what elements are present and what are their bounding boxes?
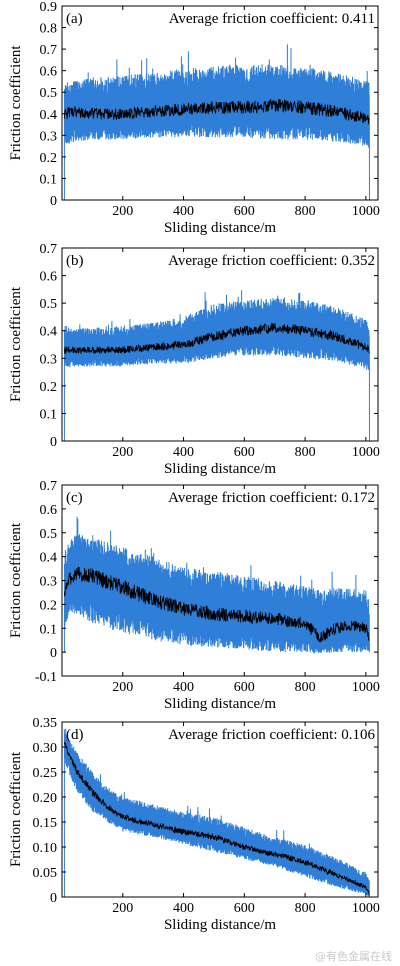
y-tick-label: 0.5: [40, 297, 58, 312]
plot-frame: [61, 247, 379, 442]
x-tick-label: 1000: [352, 680, 380, 695]
x-tick-label: 1000: [352, 204, 380, 219]
series-band: [63, 44, 370, 200]
y-tick-label: 0.30: [33, 741, 58, 756]
y-tick-label: 0.4: [40, 325, 58, 340]
y-tick-label: 0: [50, 891, 57, 906]
panel-label: (d): [66, 727, 84, 743]
y-tick-label: 0.20: [33, 791, 58, 806]
x-tick-label: 400: [173, 680, 194, 695]
y-tick-label: 0.25: [33, 766, 58, 781]
y-tick-label: 0.5: [40, 86, 58, 101]
x-tick-label: 1000: [352, 445, 380, 460]
plot-area: [63, 516, 370, 654]
average-annotation: Average friction coefficient: 0.172: [168, 490, 375, 506]
x-tick-label: 200: [112, 445, 133, 460]
x-tick-label: 600: [234, 680, 255, 695]
x-tick-label: 800: [295, 901, 316, 916]
x-axis-label: Sliding distance/m: [164, 696, 276, 712]
series-mean-line: [64, 566, 370, 643]
x-tick-label: 1000: [352, 901, 380, 916]
plot-frame: [61, 5, 379, 201]
x-axis-label: Sliding distance/m: [164, 461, 276, 477]
average-annotation: Average friction coefficient: 0.411: [169, 11, 375, 27]
y-tick-label: 0.2: [40, 151, 58, 166]
plot-area: [63, 728, 370, 897]
series-mean-line: [64, 98, 370, 125]
x-tick-label: 400: [173, 445, 194, 460]
y-tick-label: 0.6: [40, 503, 58, 518]
x-tick-label: 800: [295, 204, 316, 219]
y-axis-label: Friction coefficient: [8, 522, 24, 638]
x-tick-label: 200: [112, 901, 133, 916]
y-tick-label: 0.1: [40, 622, 58, 637]
series-mean-line: [64, 322, 370, 355]
y-tick-label: 0.05: [33, 866, 58, 881]
panel-label: (b): [66, 253, 84, 269]
y-tick-label: 0.3: [40, 575, 58, 590]
x-tick-label: 600: [234, 204, 255, 219]
y-tick-label: -0.1: [35, 670, 57, 685]
y-tick-label: 0.4: [40, 108, 58, 123]
series-band: [63, 516, 370, 654]
x-tick-label: 600: [234, 901, 255, 916]
watermark-text: @有色金属在线: [315, 950, 392, 963]
y-tick-label: 0.7: [40, 242, 58, 257]
panel-d: 0 0.05 0.10 0.15 0.20 0.25 0.30 0.35 200 400 600 80…: [8, 716, 380, 933]
y-tick-label: 0: [50, 435, 57, 450]
y-tick-label: 0.6: [40, 270, 58, 285]
x-tick-label: 400: [173, 204, 194, 219]
y-tick-label: 0.1: [40, 172, 58, 187]
x-tick-label: 200: [112, 204, 133, 219]
plot-area: [63, 44, 370, 200]
x-tick-label: 800: [295, 680, 316, 695]
panel-b: 0 0.1 0.2 0.3 0.4 0.5 0.6 0.7 200 400 600 800 1000 Sl…: [8, 242, 380, 477]
y-tick-label: 0.4: [40, 551, 58, 566]
y-tick-label: 0.5: [40, 527, 58, 542]
x-axis-label: Sliding distance/m: [164, 220, 276, 236]
panel-a: 0 0.1 0.2 0.3 0.4 0.5 0.6 0.7 0.8 0.9 200 400 600 800…: [8, 0, 380, 236]
series-mean-line: [64, 741, 370, 896]
panel-label: (a): [66, 11, 83, 27]
y-axis-label: Friction coefficient: [8, 286, 24, 402]
y-tick-label: 0.7: [40, 479, 58, 494]
y-tick-label: 0.7: [40, 43, 58, 58]
y-tick-label: 0.35: [33, 716, 58, 731]
y-tick-label: 0.2: [40, 380, 58, 395]
y-tick-label: 0.2: [40, 598, 58, 613]
y-tick-label: 0.10: [33, 841, 58, 856]
series-band: [63, 290, 370, 441]
plot-area: [63, 290, 370, 441]
y-tick-label: 0.3: [40, 352, 58, 367]
x-tick-label: 600: [234, 445, 255, 460]
x-axis-label: Sliding distance/m: [164, 917, 276, 933]
x-tick-label: 200: [112, 680, 133, 695]
y-tick-label: 0.3: [40, 129, 58, 144]
x-tick-label: 400: [173, 901, 194, 916]
average-annotation: Average friction coefficient: 0.352: [168, 253, 375, 269]
y-tick-label: 0.6: [40, 65, 58, 80]
y-tick-label: 0.1: [40, 407, 58, 422]
average-annotation: Average friction coefficient: 0.106: [168, 727, 375, 743]
y-tick-label: 0: [50, 646, 57, 661]
y-tick-label: 0.15: [33, 816, 58, 831]
x-tick-label: 800: [295, 445, 316, 460]
y-axis-label: Friction coefficient: [8, 751, 24, 867]
y-tick-label: 0.8: [40, 22, 58, 37]
y-axis-label: Friction coefficient: [8, 45, 24, 161]
panel-c: -0.1 0 0.1 0.2 0.3 0.4 0.5 0.6 0.7 200 400 600 800 10…: [8, 479, 380, 712]
y-tick-label: 0: [50, 194, 57, 209]
plot-frame: [61, 721, 379, 898]
y-tick-label: 0.9: [40, 0, 58, 15]
panel-label: (c): [66, 490, 83, 506]
series-band: [63, 728, 370, 897]
